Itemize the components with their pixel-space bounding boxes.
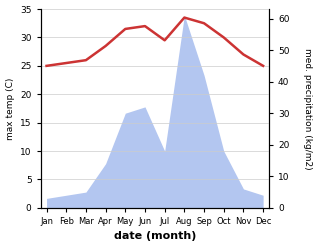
- X-axis label: date (month): date (month): [114, 231, 196, 242]
- Y-axis label: max temp (C): max temp (C): [5, 77, 15, 140]
- Y-axis label: med. precipitation (kg/m2): med. precipitation (kg/m2): [303, 48, 313, 169]
